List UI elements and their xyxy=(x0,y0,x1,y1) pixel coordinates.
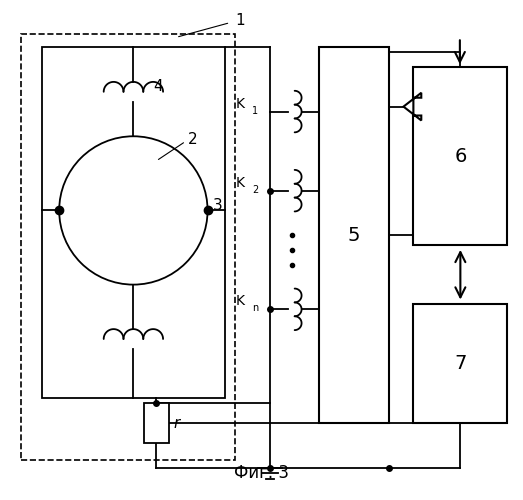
FancyArrow shape xyxy=(403,93,422,120)
Text: Фиг. 3: Фиг. 3 xyxy=(233,464,289,482)
Text: r: r xyxy=(174,416,180,430)
Text: 1: 1 xyxy=(235,13,245,28)
Text: 1: 1 xyxy=(252,106,258,116)
Text: K: K xyxy=(236,176,245,190)
Text: 6: 6 xyxy=(454,146,467,166)
Text: 3: 3 xyxy=(212,198,222,213)
Text: 4: 4 xyxy=(153,80,163,94)
Text: K: K xyxy=(236,294,245,308)
Bar xyxy=(413,304,507,423)
Text: K: K xyxy=(236,96,245,110)
Bar xyxy=(144,404,169,443)
Text: 5: 5 xyxy=(348,226,360,244)
Text: n: n xyxy=(252,304,258,314)
Bar xyxy=(320,48,389,423)
Bar xyxy=(20,34,235,460)
Bar xyxy=(42,48,225,399)
Bar xyxy=(413,67,507,245)
Text: 2: 2 xyxy=(252,184,258,194)
Text: 2: 2 xyxy=(188,132,197,146)
Text: 7: 7 xyxy=(454,354,467,373)
